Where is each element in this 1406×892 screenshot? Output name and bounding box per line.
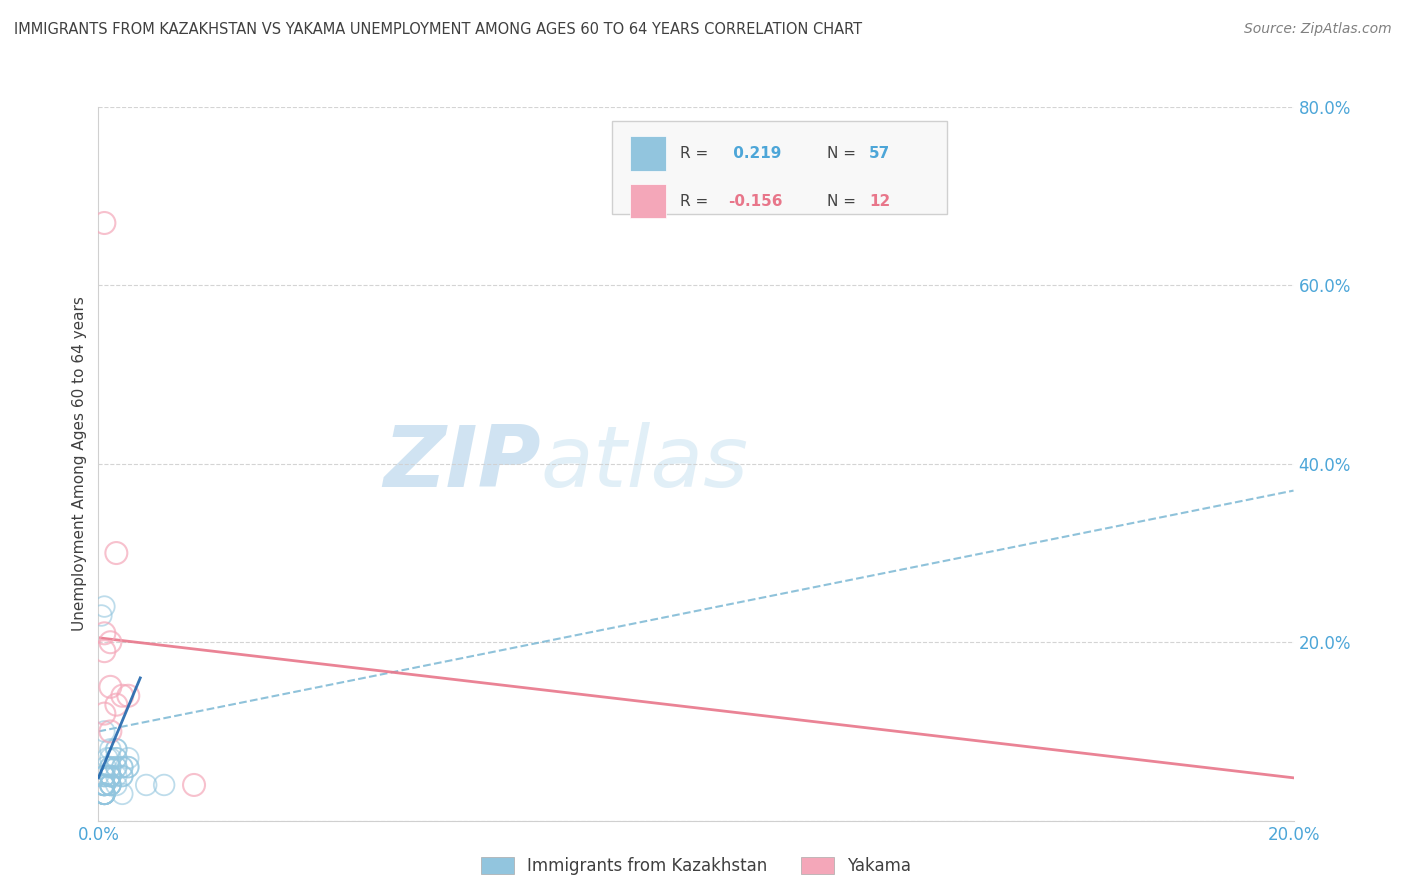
Point [93,644,115,658]
Point [183,778,205,792]
Point [105,698,128,712]
Text: ZIP: ZIP [382,422,540,506]
Point [105,760,128,774]
Point [105,546,128,560]
Point [98,778,122,792]
Point [98,769,122,783]
Text: 57: 57 [869,146,890,161]
Point [93,787,115,801]
FancyBboxPatch shape [630,136,666,170]
Point [98,680,122,694]
Point [111,769,134,783]
Point [105,769,128,783]
Point [117,751,139,765]
Point [93,724,115,739]
Point [153,778,176,792]
Point [111,769,134,783]
Point [111,760,134,774]
Text: N =: N = [827,194,862,209]
Point [93,787,115,801]
Point [93,778,115,792]
Text: Source: ZipAtlas.com: Source: ZipAtlas.com [1244,22,1392,37]
Point [105,778,128,792]
Text: N =: N = [827,146,862,161]
Point [98,742,122,756]
Point [105,742,128,756]
Point [98,778,122,792]
Point [111,787,134,801]
Point [98,724,122,739]
Point [98,769,122,783]
Point [93,787,115,801]
Point [93,787,115,801]
Point [93,599,115,614]
Legend: Immigrants from Kazakhstan, Yakama: Immigrants from Kazakhstan, Yakama [472,849,920,884]
Point [93,778,115,792]
Point [93,787,115,801]
Text: -0.156: -0.156 [728,194,783,209]
Point [117,760,139,774]
Text: R =: R = [681,146,714,161]
Point [96,751,118,765]
Point [93,787,115,801]
FancyBboxPatch shape [612,121,946,214]
Point [93,706,115,721]
Point [98,769,122,783]
Text: R =: R = [681,194,714,209]
Point [93,769,115,783]
Point [98,778,122,792]
Point [93,787,115,801]
Point [117,760,139,774]
Point [98,760,122,774]
Point [93,769,115,783]
Point [117,689,139,703]
Point [93,787,115,801]
Point [135,778,157,792]
Point [105,742,128,756]
Text: 0.219: 0.219 [728,146,782,161]
Text: 12: 12 [869,194,890,209]
Point [93,769,115,783]
Point [98,769,122,783]
Point [111,689,134,703]
Point [93,778,115,792]
Point [93,778,115,792]
Point [93,778,115,792]
Point [94,760,117,774]
Point [93,778,115,792]
Point [105,760,128,774]
Point [111,760,134,774]
FancyBboxPatch shape [630,184,666,219]
Point [105,751,128,765]
Text: IMMIGRANTS FROM KAZAKHSTAN VS YAKAMA UNEMPLOYMENT AMONG AGES 60 TO 64 YEARS CORR: IMMIGRANTS FROM KAZAKHSTAN VS YAKAMA UNE… [14,22,862,37]
Text: atlas: atlas [540,422,748,506]
Point [105,751,128,765]
Point [98,760,122,774]
Point [93,778,115,792]
Point [93,626,115,640]
Y-axis label: Unemployment Among Ages 60 to 64 years: Unemployment Among Ages 60 to 64 years [72,296,87,632]
Point [93,216,115,230]
Point [93,787,115,801]
Point [98,769,122,783]
Point [90,608,112,623]
Point [91,778,114,792]
Point [98,635,122,649]
Point [98,778,122,792]
Point [98,751,122,765]
Point [98,769,122,783]
